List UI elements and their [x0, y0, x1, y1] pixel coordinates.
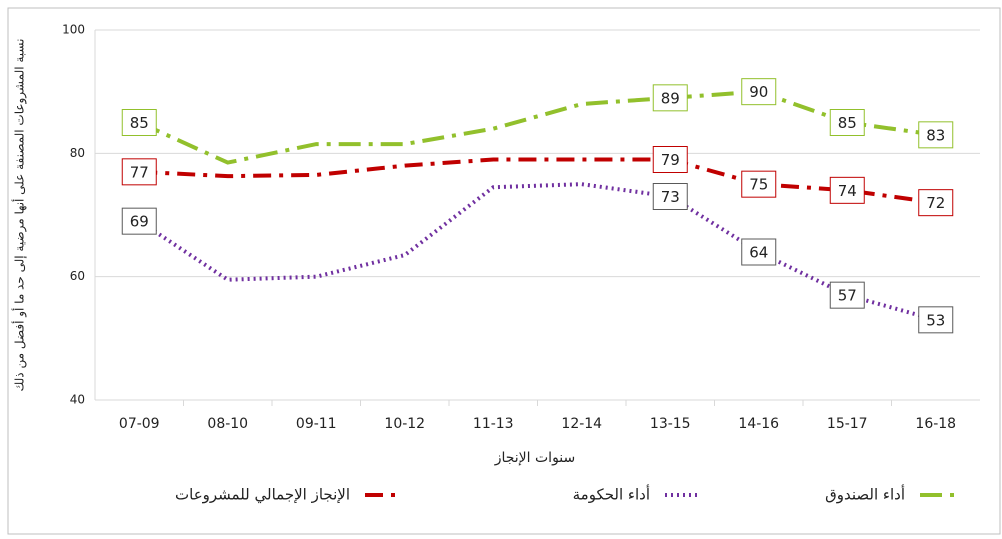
data-label: 74 — [838, 182, 857, 200]
data-label: 53 — [926, 311, 945, 329]
data-label-box — [918, 306, 954, 334]
data-label: 79 — [661, 151, 680, 169]
data-label: 73 — [661, 188, 680, 206]
x-tick-label: 07-09 — [119, 416, 160, 432]
data-label-box — [652, 183, 688, 210]
data-label: 64 — [749, 244, 768, 262]
x-tick-label: 08-10 — [207, 416, 248, 432]
x-axis-label: سنوات الإنجاز — [494, 450, 576, 466]
data-label-box — [652, 84, 688, 112]
x-tick-label: 14-16 — [738, 416, 779, 432]
data-label-box — [652, 146, 688, 173]
data-label-box — [741, 238, 777, 266]
line-series — [138, 89, 937, 165]
data-label: 85 — [838, 114, 857, 132]
x-tick-label: 12-14 — [561, 416, 602, 432]
data-label: 69 — [130, 213, 149, 231]
data-label-box — [829, 109, 865, 136]
legend-label: الإنجاز الإجمالي للمشروعات — [175, 486, 350, 505]
data-label: 57 — [838, 287, 857, 305]
chart-frame — [7, 7, 1001, 535]
x-tick-label: 16-18 — [915, 416, 956, 432]
data-label-box — [829, 176, 865, 204]
x-tick-label: 09-11 — [296, 416, 337, 432]
data-label-box — [741, 78, 777, 106]
line-series — [139, 157, 937, 205]
data-label-box — [121, 109, 157, 136]
data-label-box — [121, 207, 157, 235]
x-tick-label: 13-15 — [650, 416, 691, 432]
legend-label: أداء الحكومة — [573, 485, 650, 504]
x-tick-label: 10-12 — [384, 416, 425, 432]
data-label: 83 — [926, 126, 945, 144]
line-series — [138, 182, 937, 322]
data-label-box — [121, 158, 157, 186]
y-axis-label: نسبة المشروعات المصنفة على أنها مرضية إل… — [12, 39, 28, 392]
data-label: 90 — [749, 83, 768, 101]
x-tick-label: 11-13 — [473, 416, 514, 432]
data-label: 85 — [130, 114, 149, 132]
data-label-box — [918, 189, 954, 217]
data-label: 72 — [926, 194, 945, 212]
y-tick-label: 40 — [70, 393, 85, 407]
data-label-box — [741, 170, 777, 198]
legend-label: أداء الصندوق — [825, 485, 905, 504]
data-label: 77 — [130, 163, 149, 181]
y-tick-label: 60 — [70, 269, 85, 283]
data-label: 75 — [749, 176, 768, 194]
data-label-box — [918, 121, 954, 149]
x-tick-label: 15-17 — [827, 416, 868, 432]
y-tick-label: 80 — [70, 146, 85, 160]
data-label-box — [829, 281, 865, 309]
data-label: 89 — [661, 89, 680, 107]
y-tick-label: 100 — [62, 23, 85, 37]
